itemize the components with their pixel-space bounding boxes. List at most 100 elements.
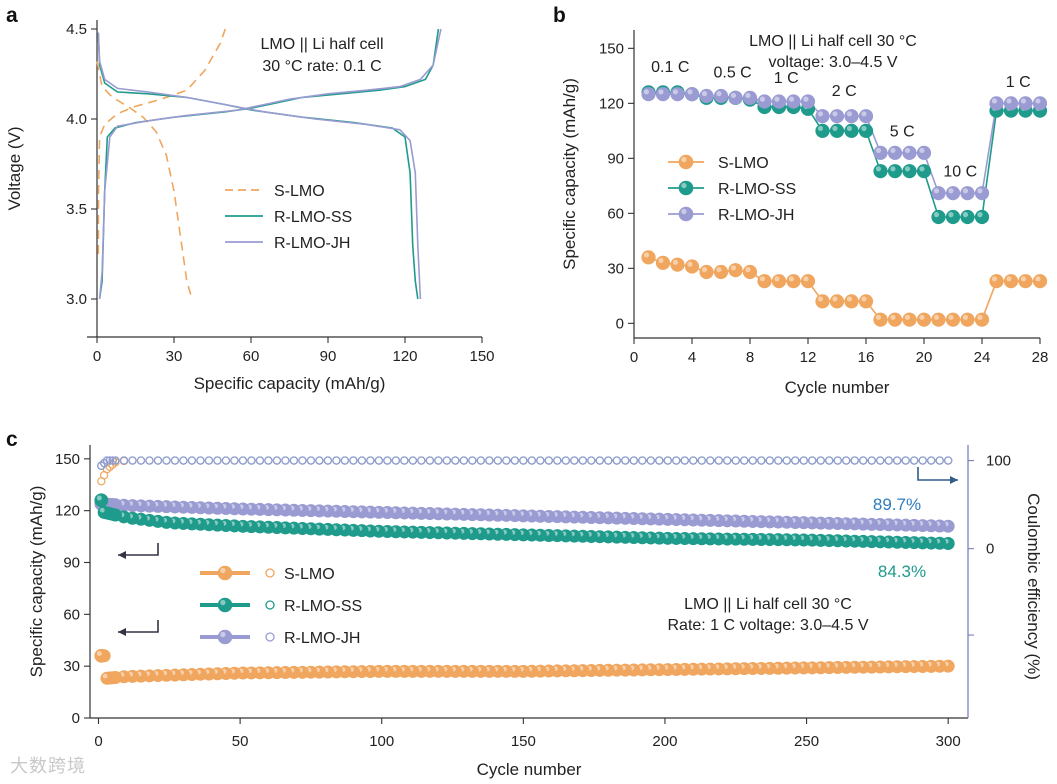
c-arrow-right-head [950,476,958,484]
c-y-tick-label: 60 [63,606,80,623]
c-efficiency-point-r-lmo-jh [791,456,800,465]
c-efficiency-point-r-lmo-jh [612,456,622,465]
b-point-r-lmo-ss [815,123,830,138]
b-point-r-lmo-jh [974,186,990,201]
c-efficiency-point-r-lmo-jh [247,456,256,465]
c-efficiency-point-r-lmo-jh [111,456,120,465]
b-point-r-lmo-jh-highlight [832,111,838,117]
a-x-tick-label: 90 [320,348,337,365]
b-point-r-lmo-jh-highlight [658,89,664,95]
b-point-s-lmo-highlight [962,314,969,320]
b-rate-label: 2 C [832,83,857,100]
c-efficiency-point-r-lmo-jh [935,456,944,465]
c-efficiency-point-r-lmo-jh [943,456,953,465]
c-efficiency-point-r-lmo-jh [629,456,638,465]
c-efficiency-point-r-lmo-jh [867,456,876,465]
c-efficiency-point-r-lmo-jh [909,456,919,465]
a-y-tick-label: 3.5 [66,201,87,218]
c-y-tick-label: 150 [55,451,80,468]
b-point-s-lmo [1032,274,1048,289]
c-efficiency-point-r-lmo-jh [689,456,698,465]
b-point-r-lmo-jh-highlight [643,89,650,95]
b-rate-label: 0.5 C [713,65,751,82]
b-point-r-lmo-jh [931,186,946,201]
c-efficiency-point-r-lmo-jh [757,456,766,465]
c-legend-marker-r-lmo-jh-highlight [220,631,226,638]
b-x-tick-label: 8 [746,349,754,366]
c-efficiency-point-r-lmo-jh [527,456,537,465]
b-point-r-lmo-jh [858,109,874,124]
b-point-s-lmo-highlight [890,314,896,320]
c-arrow-left-lower-head [118,628,126,636]
c-y-tick-label: 0 [72,710,80,727]
a-y-tick-label: 4.5 [66,21,87,38]
b-point-r-lmo-jh [1003,96,1019,111]
b-point-r-lmo-ss-highlight [933,212,940,218]
b-point-r-lmo-ss [916,164,932,179]
watermark-text: 大数跨境 [10,756,86,777]
b-y-tick-label: 90 [607,150,624,167]
b-point-r-lmo-jh-highlight [977,188,983,194]
c-efficiency-point-r-lmo-jh [663,456,672,465]
c-efficiency-point-r-lmo-jh [162,456,171,465]
c-efficiency-point-r-lmo-jh [391,456,401,465]
b-point-r-lmo-jh-highlight [759,96,766,102]
b-point-s-lmo-highlight [745,267,751,273]
c-efficiency-point-r-lmo-jh [400,456,409,465]
c-efficiency-point-r-lmo-jh [230,456,239,465]
b-point-r-lmo-ss-highlight [846,125,853,132]
c-efficiency-point-r-lmo-jh [901,456,910,465]
c-efficiency-point-r-lmo-jh [281,456,290,465]
c-arrow-left-upper [118,543,159,556]
b-point-r-lmo-jh-highlight [991,98,998,104]
c-y-tick-label: 120 [55,503,80,520]
b-point-r-lmo-jh [655,87,671,102]
b-point-r-lmo-ss-highlight [890,166,896,172]
b-point-s-lmo-highlight [977,314,983,320]
b-point-s-lmo-highlight [687,261,693,267]
c-efficiency-point-r-lmo-jh [323,456,333,465]
c-capacity-point-s-lmo [100,671,114,685]
b-point-r-lmo-jh-highlight [875,147,882,154]
panel-a-voltage-profile: 0 30 60 90 120 150 3.0 3.5 4.0 4.5 Specific capaci… [5,20,495,393]
b-point-r-lmo-ss-highlight [977,212,983,218]
c-capacity-point-s-lmo-highlight [102,673,108,679]
c-efficiency-point-r-lmo-jh [459,456,469,465]
c-y-tick-label: 90 [63,554,80,571]
c-y-tick-label: 30 [63,658,80,675]
c-efficiency-point-r-lmo-jh [544,456,554,465]
b-point-r-lmo-jh-highlight [933,188,940,194]
b-point-s-lmo [641,250,656,265]
b-point-r-lmo-ss-highlight [875,166,882,172]
b-point-r-lmo-ss [844,123,859,138]
c-efficiency-point-r-lmo-jh [221,456,231,465]
a-x-tick-label: 60 [243,348,260,365]
c-y-axis-title: Specific capacity (mAh/g) [27,486,46,678]
c-efficiency-point-r-lmo-jh [808,456,817,465]
b-point-r-lmo-jh [989,96,1004,111]
b-point-r-lmo-jh [1018,96,1033,111]
c-efficiency-point-r-lmo-jh [145,456,154,465]
b-x-tick-label: 28 [1032,349,1049,366]
b-point-s-lmo-highlight [861,296,867,302]
b-point-s-lmo [684,259,700,274]
b-x-tick-label: 4 [688,349,696,366]
c-efficiency-point-r-lmo-jh [578,456,588,465]
a-curve-s-lmo-charge [97,28,227,255]
b-point-s-lmo [1003,274,1019,289]
b-point-r-lmo-jh-highlight [788,96,795,102]
b-point-s-lmo-highlight [904,314,911,320]
a-curve-r-lmo-ss-charge [98,28,440,300]
b-point-s-lmo [713,264,729,280]
b-legend-marker-s-lmo [678,154,694,170]
b-legend-label-r-lmo-jh: R-LMO-JH [718,207,794,224]
b-point-r-lmo-ss [931,209,946,225]
b-point-r-lmo-ss-highlight [962,212,969,218]
b-legend-marker-r-lmo-ss [678,180,694,196]
a-y-axis-title: Voltage (V) [5,126,24,210]
b-point-r-lmo-ss [945,209,961,225]
b-line-r-lmo-jh [648,93,1040,194]
c-efficiency-point-r-lmo-jh [493,456,503,465]
c-x-tick-label: 150 [511,733,536,750]
c-efficiency-point-r-lmo-jh [213,456,222,465]
